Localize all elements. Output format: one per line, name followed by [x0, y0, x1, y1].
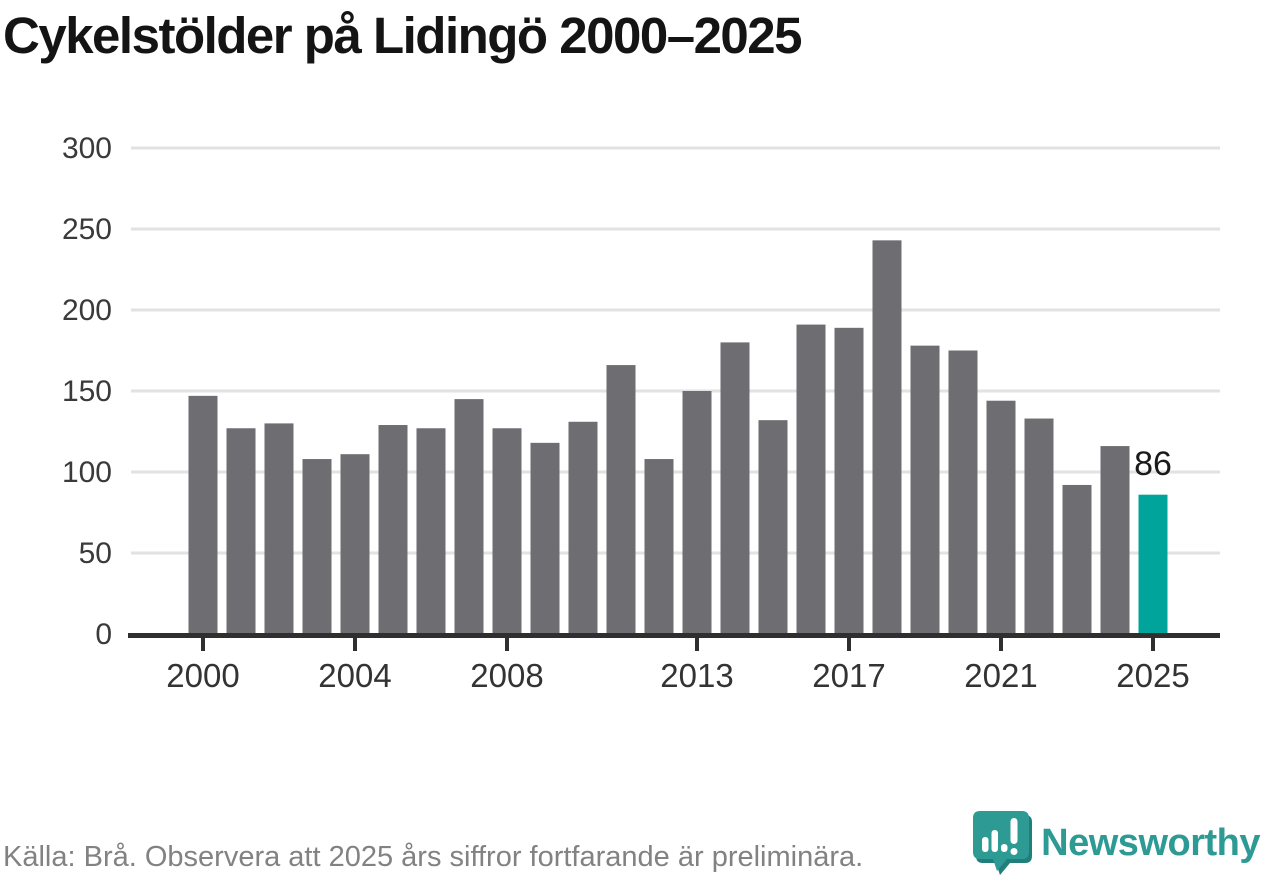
bar-2013 [682, 391, 712, 635]
x-axis-tick [999, 638, 1003, 651]
logo-bar-tall [1010, 818, 1018, 844]
chart-title: Cykelstölder på Lidingö 2000–2025 [3, 7, 803, 64]
bar-2001 [226, 428, 256, 635]
y-axis-tick-label: 50 [79, 537, 112, 570]
bar-2015 [758, 420, 788, 635]
bar-2003 [302, 459, 332, 635]
newsworthy-logo-icon [973, 811, 1033, 875]
logo-bar-short [982, 837, 989, 852]
x-axis-tick-label: 2000 [166, 657, 239, 694]
highlight-value-label: 86 [1134, 445, 1172, 483]
x-axis-tick [353, 638, 357, 651]
x-axis-tick [201, 638, 205, 651]
logo-bar-tall-dot [1010, 848, 1018, 855]
y-axis-tick-label: 0 [95, 618, 112, 651]
bar-2000 [188, 395, 218, 635]
x-axis-tick [847, 638, 851, 651]
x-axis-line [128, 633, 1220, 638]
y-axis-tick-label: 100 [62, 456, 112, 489]
brand-wordmark: Newsworthy [1041, 821, 1260, 864]
bar-2011 [606, 365, 636, 635]
x-axis-tick-label: 2013 [660, 657, 733, 694]
bar-2005 [378, 425, 408, 635]
bar-2018 [872, 240, 902, 635]
bar-2002 [264, 423, 294, 635]
bar-2007 [454, 399, 484, 635]
y-axis-tick-label: 200 [62, 294, 112, 327]
logo-dot [1001, 844, 1008, 852]
bar-2020 [948, 350, 978, 635]
y-axis-tick-label: 250 [62, 213, 112, 246]
bar-2012 [644, 459, 674, 635]
x-axis-tick [505, 638, 509, 651]
x-axis-tick [695, 638, 699, 651]
bar-2017 [834, 327, 864, 635]
x-axis-tick [1151, 638, 1155, 651]
source-note: Källa: Brå. Observera att 2025 års siffr… [3, 841, 864, 873]
bar-2025 [1138, 494, 1168, 635]
y-axis-tick-label: 150 [62, 375, 112, 408]
bar-2008 [492, 428, 522, 635]
bar-2019 [910, 345, 940, 635]
bar-2014 [720, 342, 750, 635]
bar-2016 [796, 324, 826, 635]
x-axis-tick-label: 2004 [318, 657, 391, 694]
logo-bar-medium [991, 830, 999, 852]
x-axis-tick-label: 2008 [470, 657, 543, 694]
y-axis-tick-label: 300 [62, 132, 112, 165]
bar-2010 [568, 421, 598, 635]
x-axis-tick-label: 2017 [812, 657, 885, 694]
bar-2004 [340, 454, 370, 635]
bar-chart: 0 50 100 150 200 250 300 2000 2004 2008 2013 2017 20… [62, 132, 1220, 694]
x-axis-tick-label: 2025 [1116, 657, 1189, 694]
bar-2009 [530, 442, 560, 635]
bar-2021 [986, 400, 1016, 635]
bar-2024 [1100, 446, 1130, 635]
bar-2022 [1024, 418, 1054, 635]
bar-2006 [416, 428, 446, 635]
x-axis-tick-label: 2021 [964, 657, 1037, 694]
bar-2023 [1062, 484, 1092, 635]
newsworthy-brand: Newsworthy [969, 810, 1260, 876]
